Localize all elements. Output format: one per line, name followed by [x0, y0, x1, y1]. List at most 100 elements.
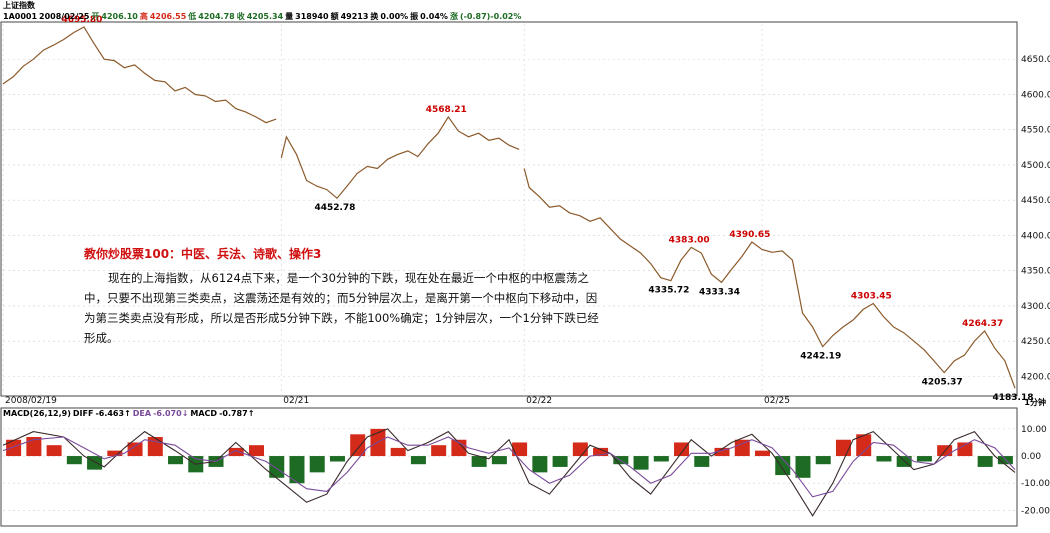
macd-histogram-bar — [451, 439, 467, 457]
price-high-label: 4568.21 — [426, 105, 467, 115]
quote-header: 1A0001 2008/02/25 开 4206.10 高 4206.55 低 4204.78… — [3, 12, 523, 22]
open-label: 开 — [91, 12, 100, 21]
price-low-label: 4205.37 — [922, 378, 963, 388]
close-value: 4205.34 — [246, 12, 284, 21]
grid-layer — [2, 24, 1015, 511]
macd-histogram-bar — [694, 456, 710, 467]
amplitude-label: 振 — [410, 12, 419, 21]
macd-histogram-bar — [329, 456, 345, 462]
macd-histogram-bar — [471, 456, 487, 467]
macd-histogram-bar — [856, 434, 872, 457]
macd-histogram-bar — [734, 439, 750, 457]
price-y-tick-label: 4600.00 — [1021, 90, 1050, 100]
macd-histogram-bar — [269, 456, 285, 478]
macd-histogram-bar — [552, 456, 568, 467]
macd-histogram-bar — [916, 456, 932, 462]
price-series-line — [280, 115, 520, 200]
price-y-tick-label: 4350.00 — [1021, 267, 1050, 277]
macd-histogram-bar — [66, 456, 82, 465]
volume-label: 量 — [285, 12, 294, 21]
price-high-label: 4390.65 — [729, 230, 770, 240]
macd-histogram-bar — [390, 447, 406, 457]
price-series-line — [523, 168, 1016, 389]
quote-date: 2008/02/25 — [39, 12, 90, 21]
amount-label: 额 — [330, 12, 339, 21]
macd-histogram-bar — [593, 447, 609, 457]
macd-y-tick-label: -20.00 — [1021, 506, 1050, 516]
turnover-value: 0.00% — [380, 12, 409, 21]
price-y-tick-label: 4450.00 — [1021, 196, 1050, 206]
commentary: 教你炒股票100：中医、兵法、诗歌、操作3 现在的上海指数，从6124点下来，是… — [84, 245, 604, 348]
macd-histogram-bar — [410, 456, 426, 465]
price-y-tick-label: 4200.00 — [1021, 372, 1050, 382]
macd-histogram-bar — [957, 442, 973, 457]
price-y-tick-label: 4300.00 — [1021, 302, 1050, 312]
macd-diff-line — [2, 428, 1016, 517]
price-x-tick-label: 02/25 — [764, 396, 790, 406]
macd-histogram-bar — [876, 456, 892, 462]
macd-histogram-bar — [997, 456, 1013, 465]
macd-histogram-bar — [815, 456, 831, 465]
price-y-tick-label: 4650.00 — [1021, 55, 1050, 65]
macd-histogram-bar — [775, 456, 791, 476]
macd-histogram-bar — [87, 456, 103, 470]
macd-histogram-bar — [350, 434, 366, 457]
macd-histogram-bar — [46, 445, 62, 457]
price-high-label: 4303.45 — [851, 291, 892, 301]
macd-histogram-bar — [977, 456, 993, 467]
amount-value: 49213 — [340, 12, 369, 21]
macd-title: MACD(26,12,9) — [3, 409, 71, 418]
price-series-line — [2, 26, 277, 124]
macd-histogram-bar — [127, 442, 143, 457]
quote-code: 1A0001 — [3, 12, 38, 21]
price-x-tick-label: 02/22 — [526, 396, 552, 406]
commentary-body: 现在的上海指数，从6124点下来，是一个30分钟的下跌，现在处在最近一个中枢的中… — [84, 271, 599, 345]
macd-layer — [2, 428, 1016, 517]
price-x-tick-label: 02/21 — [283, 396, 309, 406]
macd-histogram-bar — [755, 450, 770, 457]
price-low-label: 4242.19 — [800, 352, 841, 362]
price-panel-frame — [0, 21, 1018, 397]
price-y-tick-label: 4550.00 — [1021, 126, 1050, 136]
macd-histogram-bar — [674, 442, 690, 457]
macd-histogram-bar — [795, 456, 811, 478]
macd-histogram-bar — [228, 447, 244, 457]
macd-histogram-bar — [633, 456, 649, 470]
macd-histogram-bar — [896, 456, 912, 467]
macd-y-tick-label: -10.00 — [1021, 479, 1050, 489]
axis-layer: 4200.00 4250.00 4300.00 4350.00 4400.00 4450.… — [5, 55, 1050, 516]
price-low-label: 4333.34 — [699, 287, 740, 297]
price-low-label: 4183.18 — [993, 393, 1034, 403]
price-x-tick-label: 2008/02/19 — [5, 396, 57, 406]
macd-histogram-bar — [512, 442, 528, 457]
price-y-tick-label: 4250.00 — [1021, 337, 1050, 347]
macd-histogram-bar — [309, 456, 325, 473]
price-high-label: 4695.80 — [61, 15, 102, 25]
macd-histogram-bar — [6, 439, 22, 457]
open-value: 4206.10 — [101, 12, 138, 21]
macd-histogram-bar — [26, 437, 42, 457]
price-high-label: 4383.00 — [669, 235, 710, 245]
low-label: 低 — [188, 12, 197, 21]
macd-histogram-bar — [714, 447, 730, 457]
macd-histogram-bar — [653, 456, 669, 462]
price-y-tick-label: 4500.00 — [1021, 161, 1050, 171]
price-y-tick-label: 4400.00 — [1021, 231, 1050, 241]
index-name: 上证指数 — [3, 1, 35, 10]
period-label: 1分钟 — [1024, 398, 1046, 407]
high-value: 4206.55 — [149, 12, 187, 21]
macd-dea-line — [2, 436, 1016, 498]
macd-panel-frame — [0, 407, 1018, 527]
price-low-label: 4335.72 — [648, 286, 689, 296]
macd-macd-value: -0.787↑ — [219, 409, 255, 418]
macd-histogram-bar — [289, 456, 305, 484]
macd-histogram-bar — [107, 450, 123, 457]
change-value: (-0.87)-0.02% — [459, 12, 522, 21]
low-value: 4204.78 — [198, 12, 235, 21]
volume-value: 318940 — [295, 12, 329, 21]
macd-histogram-bar — [168, 456, 184, 465]
high-label: 高 — [139, 12, 148, 21]
price-low-label: 4452.78 — [314, 203, 355, 213]
